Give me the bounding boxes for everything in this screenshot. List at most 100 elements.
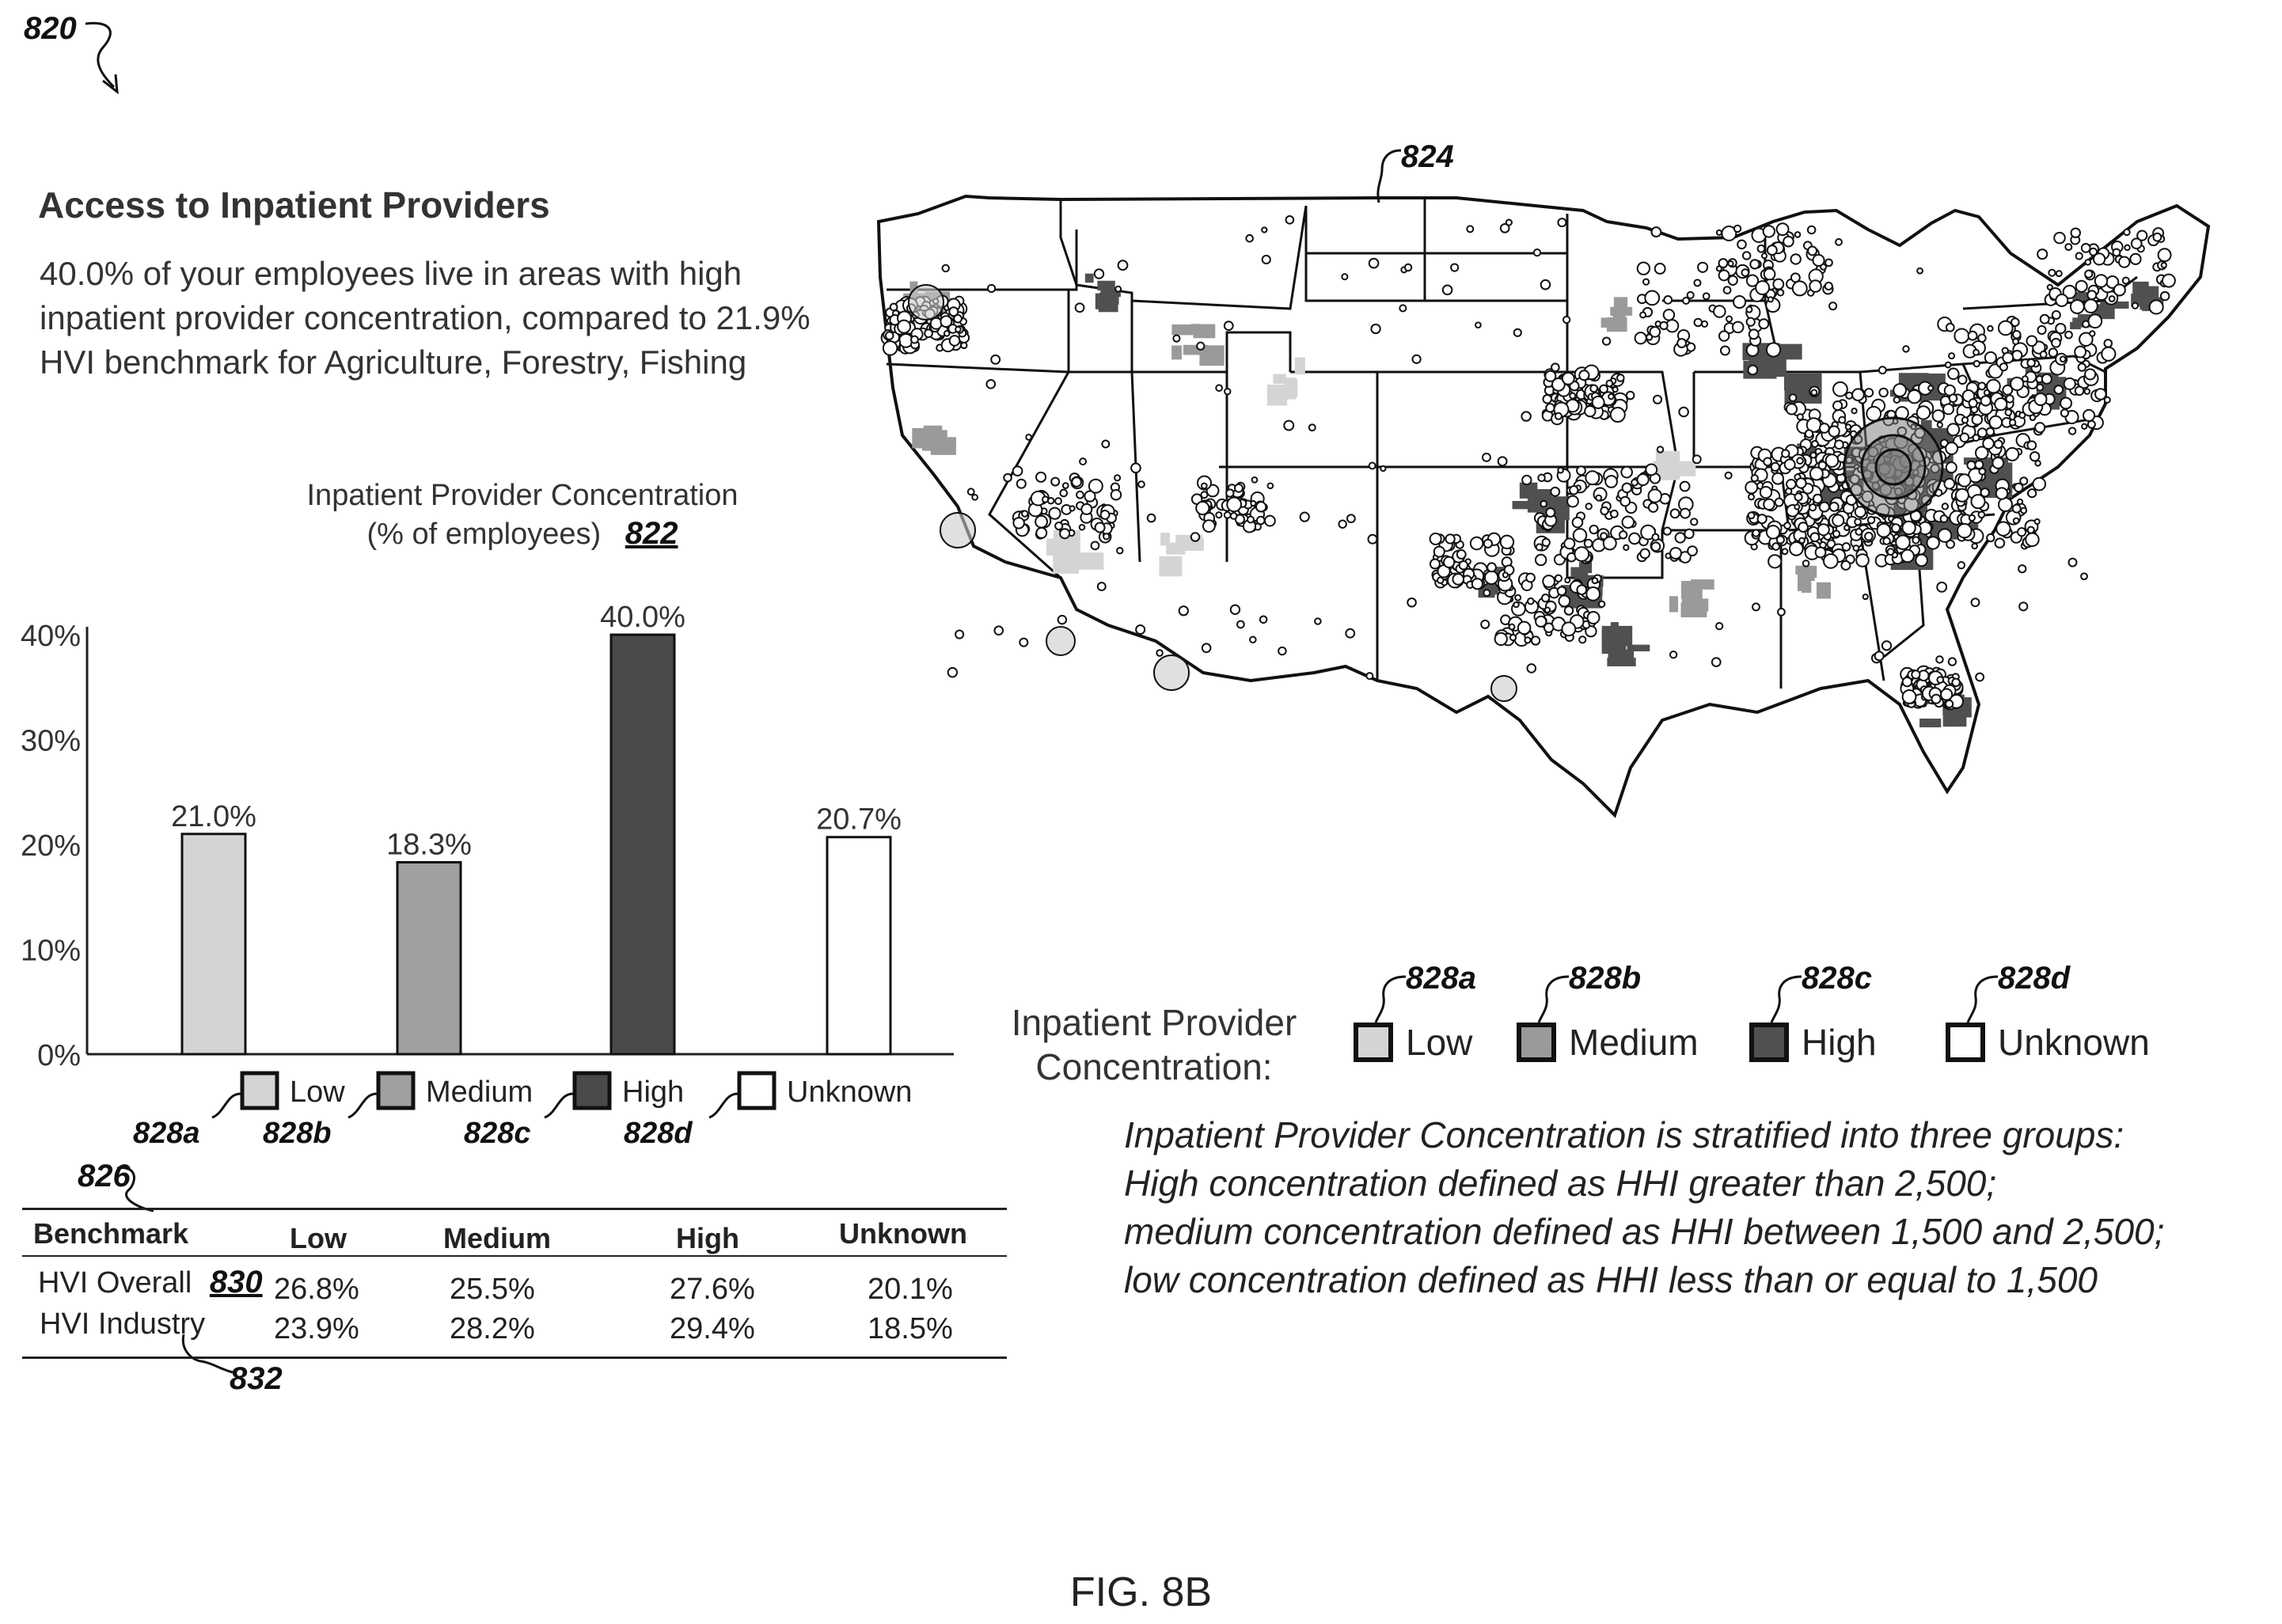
map-dot (1936, 676, 1945, 684)
map-dot (1236, 620, 1245, 629)
map-dot (1824, 258, 1833, 268)
map-hotspot-circle (1874, 448, 1912, 486)
map-dot (2039, 350, 2048, 359)
map-dot (2032, 476, 2047, 491)
table-cell: 18.5% (868, 1312, 953, 1345)
map-dot (1646, 333, 1654, 341)
map-dot (1229, 604, 1241, 615)
map-region (1512, 500, 1531, 510)
map-dot (2014, 482, 2024, 493)
table-header-unknown: Unknown (839, 1217, 967, 1250)
map-dot (1196, 341, 1206, 351)
map-dot (1380, 465, 1387, 472)
chart-ref: 822 (625, 516, 678, 551)
map-legend-label-text: Low (1406, 1022, 1473, 1063)
map-dot (1940, 688, 1954, 701)
map-dot (947, 666, 959, 678)
map-dot (2101, 346, 2117, 362)
map-dot (2016, 498, 2024, 506)
map-dot (1443, 556, 1456, 568)
map-dot (1727, 260, 1734, 268)
map-legend-label: Inpatient Provider Concentration: (1011, 1002, 1297, 1087)
map-dot (1200, 491, 1209, 499)
map-dot (1365, 672, 1374, 681)
map-dot (1403, 263, 1413, 272)
map-dot (1802, 560, 1810, 567)
map-dot (1584, 404, 1597, 418)
table-header-benchmark: Benchmark (33, 1217, 189, 1250)
map-dot (1966, 460, 1976, 471)
map-dot (2094, 274, 2109, 288)
map-dot (2086, 290, 2098, 301)
map-dot (1368, 461, 1376, 470)
map-large-circle (1153, 655, 1190, 691)
map-dot (1076, 490, 1084, 499)
map-dot (2084, 258, 2092, 266)
map-dot (1054, 497, 1063, 506)
map-dot (1554, 574, 1563, 582)
map-dot (1599, 384, 1608, 394)
map-dot (1012, 465, 1023, 476)
map-dot (1172, 334, 1181, 343)
map-dot (1079, 457, 1088, 466)
map-dot (1576, 584, 1588, 596)
map-dot (1308, 423, 1316, 432)
map-dot (1878, 387, 1889, 398)
map-dot (1535, 543, 1543, 552)
map-dot (1937, 528, 1953, 543)
map-dot (1866, 405, 1882, 422)
map-legend-leader (1966, 975, 1999, 1023)
map-dot (1851, 388, 1865, 402)
map-dot (2159, 290, 2170, 302)
map-dot (2148, 299, 2164, 315)
map-dot (1941, 503, 1950, 510)
map-dot (1135, 624, 1146, 636)
map-dot (1902, 345, 1910, 353)
map-dot (1901, 676, 1913, 688)
map-dot (1789, 541, 1804, 556)
map-region (1053, 555, 1080, 574)
map-dot (1114, 285, 1122, 293)
map-dot (1250, 499, 1257, 507)
map-dot (1785, 403, 1798, 415)
map-legend-ref: 828c (1802, 961, 1872, 996)
map-region (1570, 567, 1589, 578)
row-ref: 830 (209, 1265, 263, 1300)
map-dot (1809, 279, 1822, 293)
map-dot (1541, 537, 1551, 548)
us-map (876, 194, 2211, 818)
map-dot (1639, 548, 1650, 560)
map-dot (1954, 488, 1969, 503)
map-dot (1471, 578, 1484, 590)
map-dot (1608, 393, 1615, 400)
map-dot (1645, 463, 1658, 476)
map-dot (2160, 261, 2167, 269)
map-dot (2123, 228, 2131, 237)
map-dot (1745, 305, 1753, 313)
chart-bars: 21.0% 18.3% 40.0% 20.7% (171, 601, 902, 1056)
map-dot (2084, 269, 2094, 279)
definition-line: Inpatient Provider Concentration is stra… (1124, 1114, 2124, 1155)
map-dot (1834, 439, 1844, 450)
map-dot (1916, 267, 1923, 275)
map-dot (1604, 475, 1618, 488)
map-dot (1804, 429, 1814, 438)
map-dot (2018, 601, 2029, 612)
map-dot (1543, 606, 1551, 613)
map-dot (2092, 252, 2106, 266)
map-dot (1035, 471, 1047, 483)
map-dot (1540, 594, 1551, 603)
map-dot (1976, 427, 1988, 438)
map-dot (1882, 537, 1891, 545)
map-dot (1505, 218, 1513, 226)
legend-ref-leader (544, 1092, 574, 1119)
map-dot (1530, 636, 1541, 646)
map-dot (1722, 286, 1732, 294)
map-dot (1692, 454, 1702, 465)
map-dot (1693, 317, 1703, 328)
map-region (1171, 324, 1194, 336)
map-dot (1226, 496, 1243, 513)
map-dot (1980, 395, 1992, 407)
map-dot (2019, 476, 2029, 486)
map-dot (1524, 636, 1532, 644)
